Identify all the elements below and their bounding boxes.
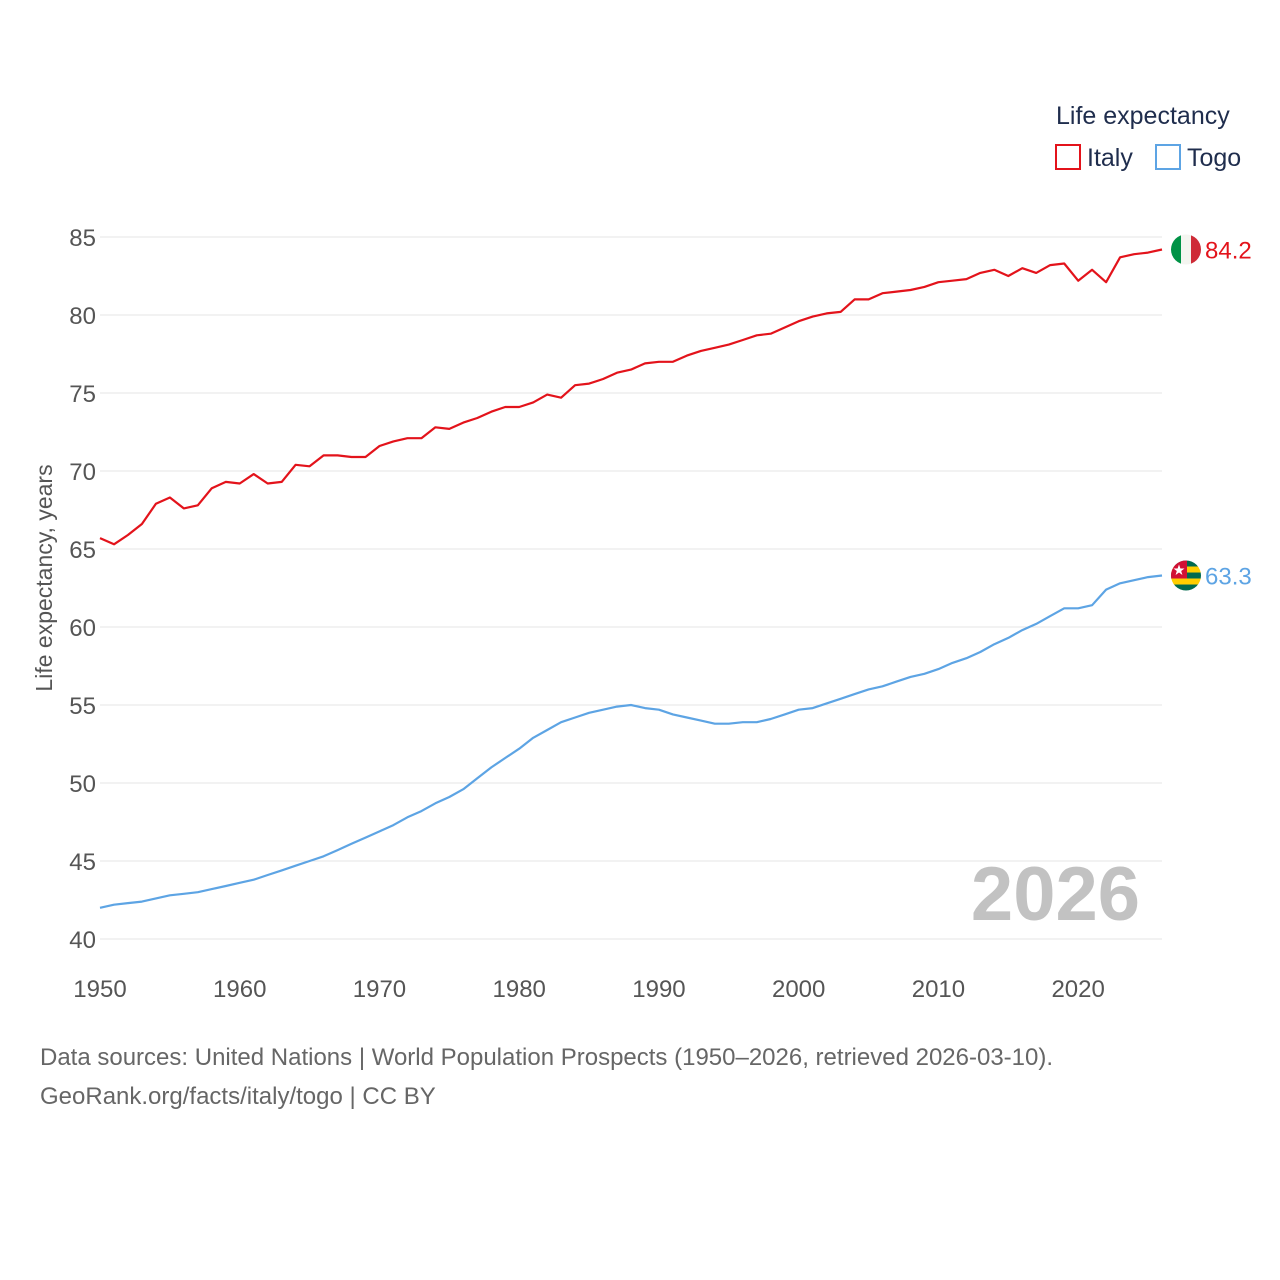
series-line-togo[interactable] — [99, 574, 1163, 909]
y-tick-label: 50 — [69, 771, 96, 798]
y-tick-label: 65 — [69, 537, 96, 564]
series-line-italy[interactable] — [99, 248, 1163, 546]
series-end-markers: 84.2 63.3 — [1171, 234, 1252, 591]
attribution-link[interactable]: GeoRank.org/facts/italy/togo | CC BY — [40, 1083, 436, 1110]
y-tick-label: 45 — [69, 849, 96, 876]
x-tick-label: 1970 — [353, 976, 406, 1003]
y-tick-label: 75 — [69, 381, 96, 408]
legend-label-italy: Italy — [1087, 144, 1133, 172]
legend: Life expectancy Italy Togo — [1055, 102, 1241, 172]
legend-item-togo[interactable]: Togo — [1155, 144, 1241, 172]
legend-title: Life expectancy — [1056, 102, 1230, 130]
end-value-label-italy: 84.2 — [1205, 237, 1252, 264]
legend-swatch-italy — [1055, 144, 1081, 170]
end-value-label-togo: 63.3 — [1205, 564, 1252, 591]
x-tick-label: 2020 — [1051, 976, 1104, 1003]
y-tick-label: 85 — [69, 225, 96, 252]
grid-lines — [100, 236, 1162, 940]
legend-item-italy[interactable]: Italy — [1055, 144, 1133, 172]
x-tick-label: 1990 — [632, 976, 685, 1003]
x-tick-label: 1950 — [73, 976, 126, 1003]
y-tick-label: 60 — [69, 615, 96, 642]
legend-swatch-togo — [1155, 144, 1181, 170]
legend-label-togo: Togo — [1187, 144, 1241, 172]
togo-flag-icon — [1171, 560, 1201, 591]
x-tick-label: 1960 — [213, 976, 266, 1003]
x-tick-label: 2000 — [772, 976, 825, 1003]
y-tick-label: 55 — [69, 693, 96, 720]
x-tick-label: 2010 — [912, 976, 965, 1003]
x-axis-ticks: 1950 1960 1970 1980 1990 2000 2010 2020 — [73, 976, 1105, 1003]
y-tick-label: 40 — [69, 927, 96, 954]
data-source-note: Data sources: United Nations | World Pop… — [40, 1044, 1054, 1071]
series-lines — [99, 248, 1163, 909]
y-tick-label: 80 — [69, 303, 96, 330]
y-tick-label: 70 — [69, 459, 96, 486]
year-label: 2026 — [971, 852, 1140, 937]
y-axis-label: Life expectancy, years — [31, 464, 57, 691]
y-axis-ticks: 40 45 50 55 60 65 70 75 80 85 — [69, 225, 96, 954]
italy-flag-icon — [1171, 234, 1201, 265]
x-tick-label: 1980 — [493, 976, 546, 1003]
